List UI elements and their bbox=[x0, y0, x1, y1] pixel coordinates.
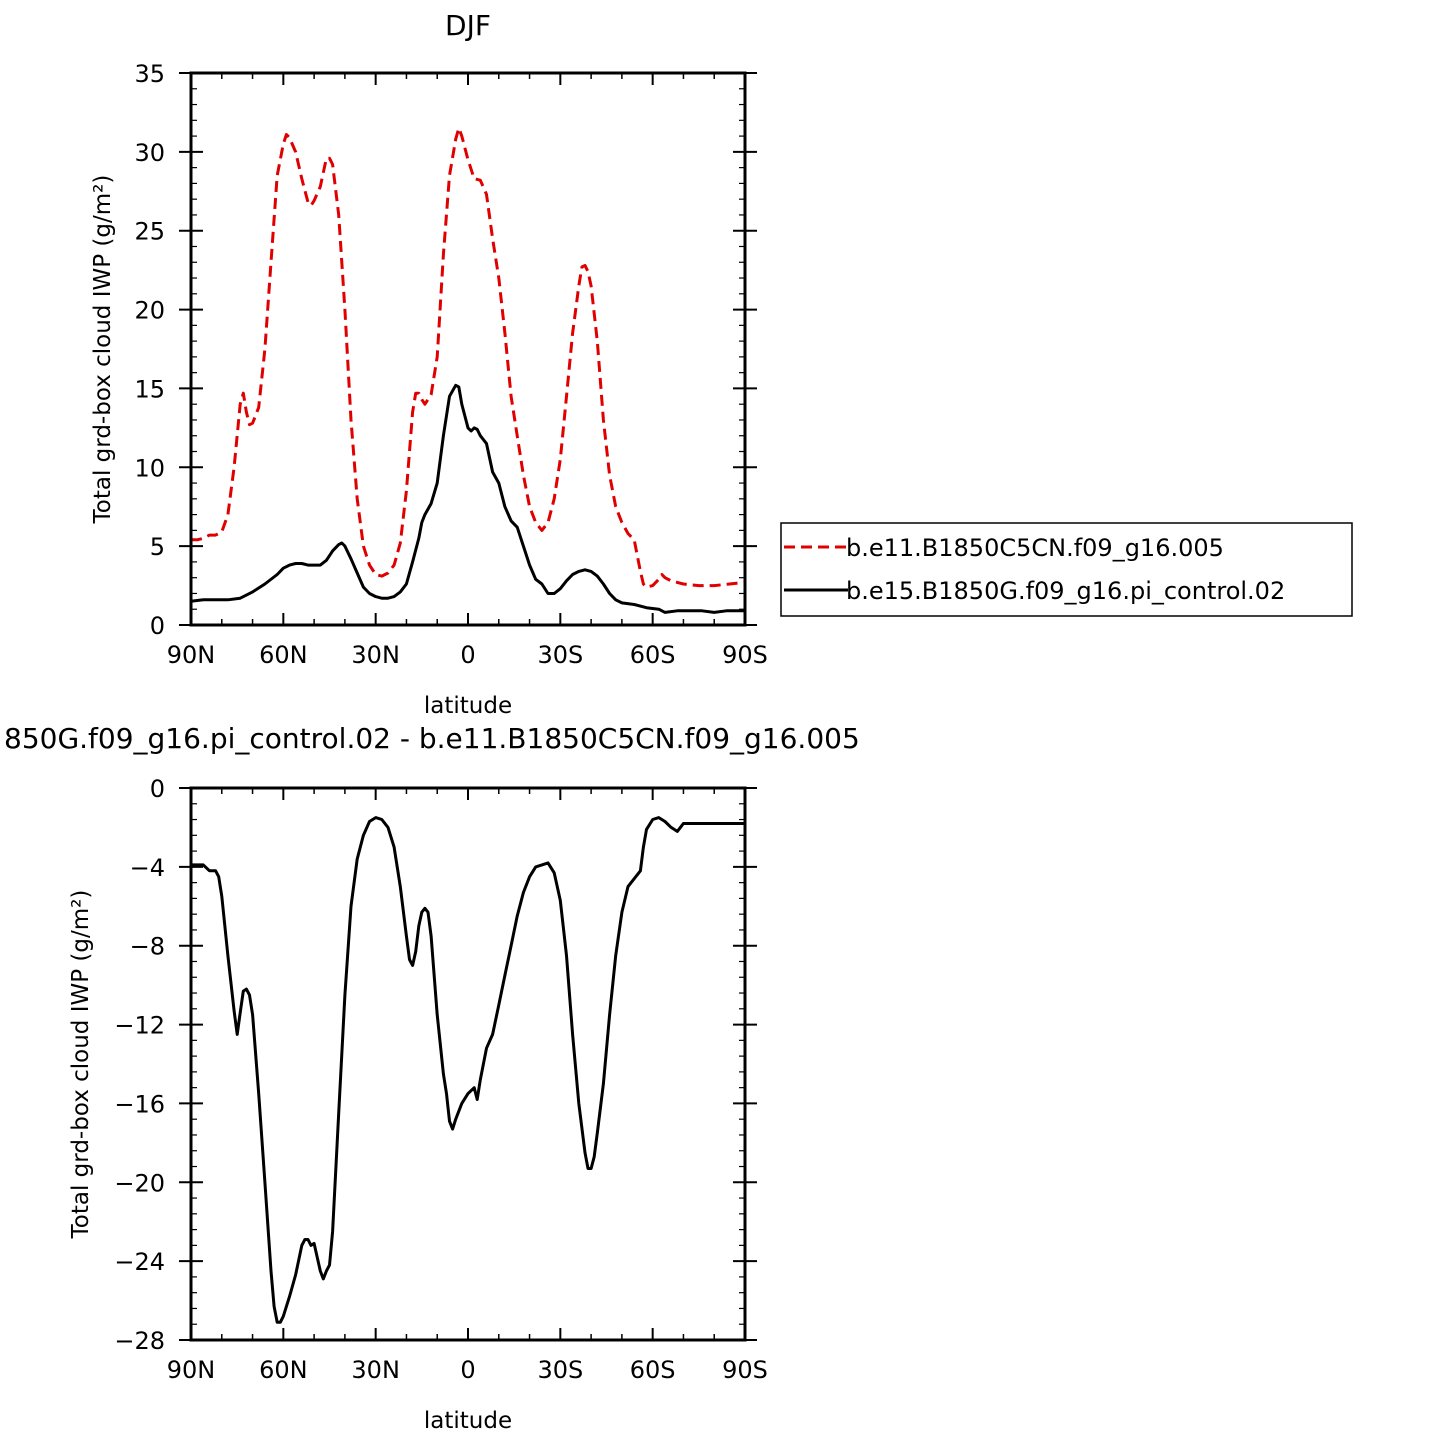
top-y-tick-label: 5 bbox=[150, 533, 165, 561]
bottom-y-tick-label: −12 bbox=[114, 1012, 165, 1040]
bottom-x-tick-label: 60S bbox=[630, 1356, 676, 1384]
bottom-panel: 850G.f09_g16.pi_control.02 - b.e11.B1850… bbox=[4, 722, 860, 1434]
legend-box bbox=[780, 522, 1353, 617]
top-series-line-1 bbox=[190, 383, 745, 614]
bottom-y-tick-label: −20 bbox=[114, 1169, 165, 1197]
bottom-y-tick-label: 0 bbox=[150, 775, 165, 803]
top-y-tick-label: 0 bbox=[150, 612, 165, 640]
top-chart-title: DJF bbox=[445, 9, 491, 42]
top-y-tick-label: 15 bbox=[134, 375, 165, 403]
bottom-plot-frame bbox=[189, 786, 747, 1342]
top-x-axis-title: latitude bbox=[424, 693, 512, 719]
bottom-y-tick-label: −28 bbox=[114, 1327, 165, 1355]
top-panel: DJF 90N 60N 30N 0 30S 60S 90S 0 5 10 15 20 25 30 35 la… bbox=[90, 9, 768, 719]
top-y-tick-label: 35 bbox=[134, 60, 165, 88]
bottom-chart-title: 850G.f09_g16.pi_control.02 - b.e11.B1850… bbox=[4, 722, 860, 755]
bottom-y-tick-label: −24 bbox=[114, 1248, 165, 1276]
legend-label-1: b.e15.B1850G.f09_g16.pi_control.02 bbox=[846, 577, 1285, 605]
bottom-x-axis-title: latitude bbox=[424, 1408, 512, 1434]
top-x-tick-label: 30N bbox=[351, 641, 400, 669]
top-x-tick-label: 30S bbox=[537, 641, 583, 669]
bottom-x-tick-label: 30S bbox=[537, 1356, 583, 1384]
legend: b.e11.B1850C5CN.f09_g16.005 b.e15.B1850G… bbox=[780, 522, 1353, 617]
top-x-tick-label: 60N bbox=[259, 641, 308, 669]
top-x-tick-label: 60S bbox=[630, 641, 676, 669]
bottom-y-axis-title: Total grd-box cloud IWP (g/m²) bbox=[68, 890, 94, 1240]
bottom-series-layer bbox=[191, 816, 745, 1324]
bottom-x-tick-label: 90S bbox=[722, 1356, 768, 1384]
bottom-x-tick-label: 0 bbox=[460, 1356, 475, 1384]
legend-label-0: b.e11.B1850C5CN.f09_g16.005 bbox=[846, 534, 1224, 562]
top-x-tick-label: 90S bbox=[722, 641, 768, 669]
top-y-axis-title: Total grd-box cloud IWP (g/m²) bbox=[90, 175, 116, 525]
top-y-tick-label: 20 bbox=[134, 297, 165, 325]
bottom-series-line-0 bbox=[191, 816, 745, 1324]
bottom-x-tick-label: 30N bbox=[351, 1356, 400, 1384]
top-y-tick-label: 10 bbox=[134, 454, 165, 482]
bottom-x-tick-label: 90N bbox=[167, 1356, 216, 1384]
top-axes-layer: 90N 60N 30N 0 30S 60S 90S 0 5 10 15 20 25 30 35 bbox=[134, 60, 767, 669]
bottom-y-tick-label: −4 bbox=[130, 854, 165, 882]
top-x-tick-label: 90N bbox=[167, 641, 216, 669]
bottom-y-tick-label: −16 bbox=[114, 1090, 165, 1118]
bottom-y-tick-label: −8 bbox=[130, 933, 165, 961]
top-series-line-0 bbox=[191, 126, 746, 589]
top-x-tick-label: 0 bbox=[460, 641, 475, 669]
top-y-tick-label: 30 bbox=[134, 139, 165, 167]
bottom-x-tick-label: 60N bbox=[259, 1356, 308, 1384]
top-y-tick-label: 25 bbox=[134, 218, 165, 246]
top-series-layer bbox=[190, 126, 746, 614]
bottom-axes-layer: 90N 60N 30N 0 30S 60S 90S 0 −4 −8 −12 −16 −20 −24 −28 bbox=[114, 775, 768, 1384]
